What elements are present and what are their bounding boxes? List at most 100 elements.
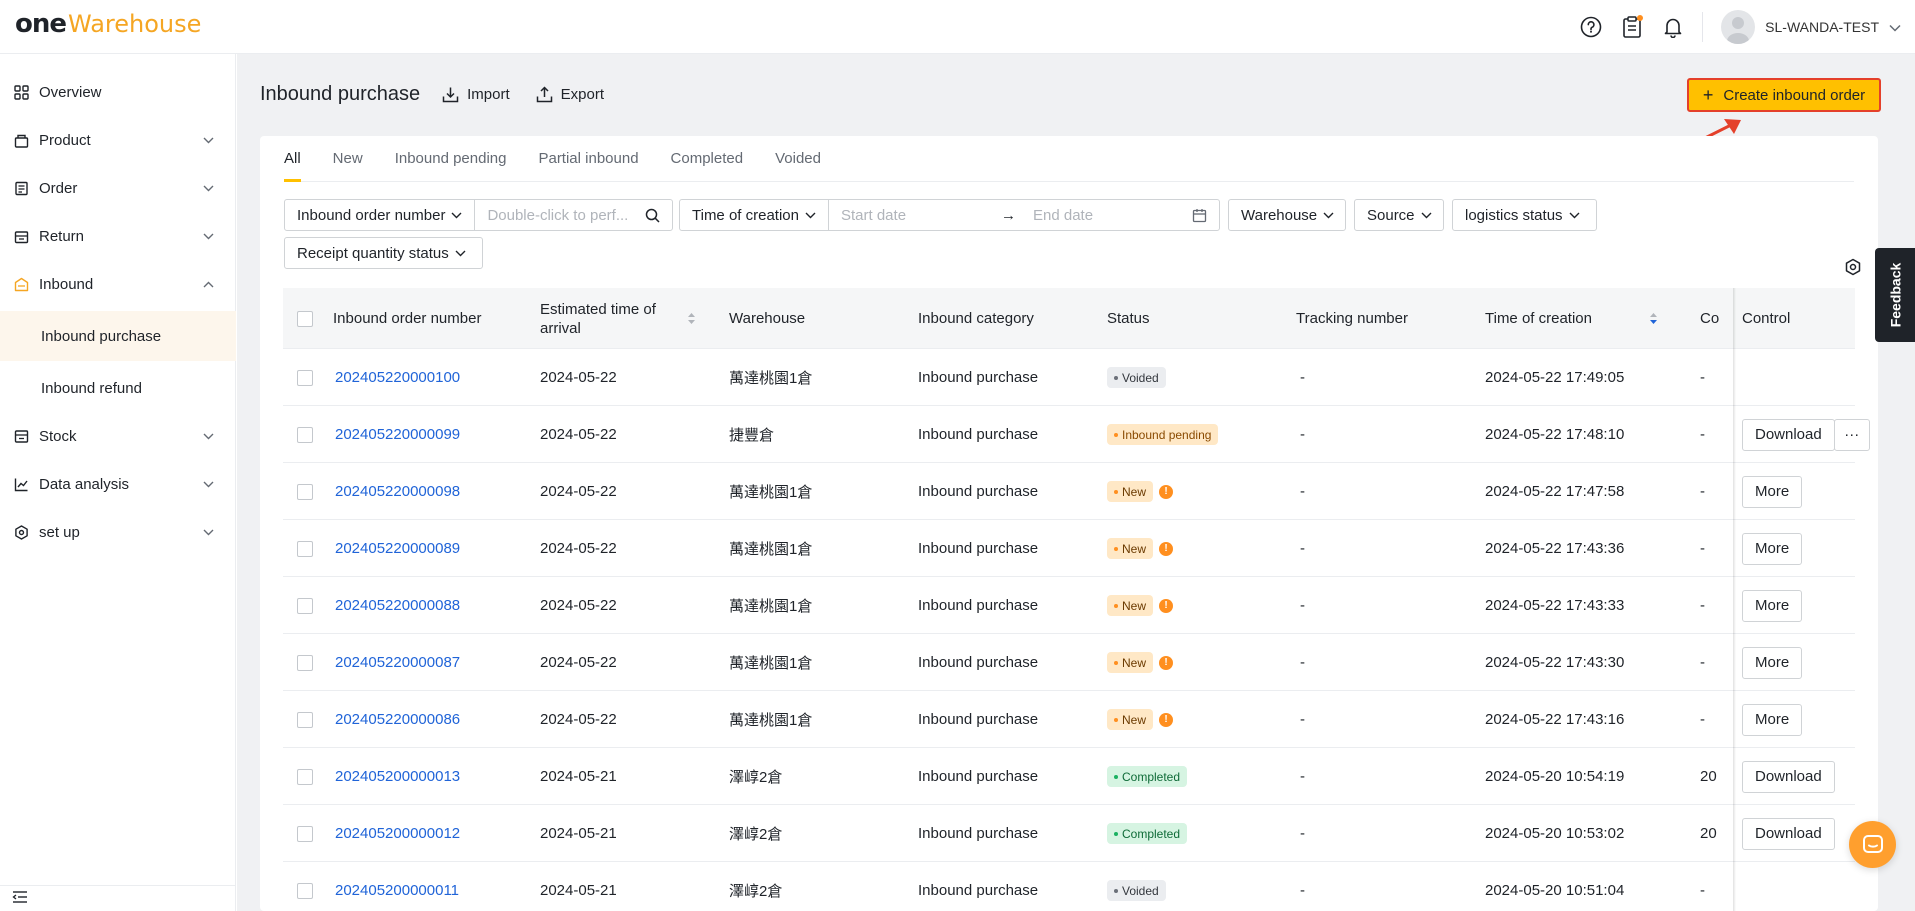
row-action-button[interactable]: More xyxy=(1742,532,1803,565)
sidebar-item-stock[interactable]: Stock xyxy=(0,414,236,458)
tab-inbound-pending[interactable]: Inbound pending xyxy=(394,150,507,167)
status-label: Completed xyxy=(1122,826,1181,841)
inbound-category-cell: Inbound purchase xyxy=(918,369,1039,386)
order-number-link[interactable]: 202405220000086 xyxy=(335,711,461,728)
order-number-link[interactable]: 202405220000100 xyxy=(335,369,461,386)
import-icon xyxy=(442,87,459,102)
status-badge: Completed xyxy=(1107,766,1188,787)
logistics-status-filter[interactable]: logistics status xyxy=(1452,199,1597,231)
help-circle-icon[interactable] xyxy=(1579,15,1603,39)
create-inbound-order-button[interactable]: + Create inbound order xyxy=(1687,78,1881,112)
order-number-search-input[interactable]: Double-click to perf... xyxy=(475,200,672,230)
sort-desc-icon[interactable] xyxy=(1649,288,1658,349)
inbound-category-cell: Inbound purchase xyxy=(918,825,1039,842)
table-row: 202405220000100 2024-05-22 萬達桃園1倉 Inbound p… xyxy=(283,349,1855,406)
tab-new[interactable]: New xyxy=(332,150,363,167)
eta-cell: 2024-05-22 xyxy=(540,711,617,728)
sidebar-item-product[interactable]: Product xyxy=(0,118,236,162)
warning-icon[interactable]: ! xyxy=(1159,712,1174,727)
column-header-truncated: Co xyxy=(1700,310,1720,327)
warehouse-cell: 萬達桃園1倉 xyxy=(729,655,813,672)
status-label: New xyxy=(1122,541,1147,556)
tracking-number-cell: - xyxy=(1300,369,1305,386)
sidebar-subitem-inbound-refund[interactable]: Inbound refund xyxy=(41,379,142,397)
row-checkbox[interactable] xyxy=(297,882,313,899)
status-label: Completed xyxy=(1122,769,1181,784)
start-date-placeholder: Start date xyxy=(841,206,907,224)
order-number-field-select[interactable]: Inbound order number xyxy=(285,200,474,230)
tab-voided[interactable]: Voided xyxy=(775,150,821,167)
tab-partial-inbound[interactable]: Partial inbound xyxy=(538,150,639,167)
row-action-button[interactable]: Download xyxy=(1742,760,1835,793)
receipt-quantity-status-filter[interactable]: Receipt quantity status xyxy=(284,237,483,269)
row-checkbox[interactable] xyxy=(297,483,313,500)
select-all-checkbox[interactable] xyxy=(297,310,313,327)
order-number-link[interactable]: 202405220000098 xyxy=(335,483,461,500)
row-action-button[interactable]: Download xyxy=(1742,817,1835,850)
column-settings-icon[interactable] xyxy=(1844,258,1862,280)
warehouse-filter[interactable]: Warehouse xyxy=(1228,199,1346,231)
row-action-button[interactable]: More xyxy=(1742,475,1803,508)
user-menu[interactable]: SL-WANDA-TEST xyxy=(1709,0,1915,54)
logo-one: one xyxy=(15,9,67,39)
row-checkbox[interactable] xyxy=(297,369,313,386)
filter-divider xyxy=(828,200,829,230)
plus-icon: + xyxy=(1702,85,1714,105)
column-header-warehouse: Warehouse xyxy=(729,310,806,327)
sort-icon[interactable] xyxy=(687,288,696,349)
export-button[interactable]: Export xyxy=(536,86,604,103)
order-number-link[interactable]: 202405220000088 xyxy=(335,597,461,614)
chevron-down-icon xyxy=(202,233,214,240)
order-number-link[interactable]: 202405200000012 xyxy=(335,825,461,842)
end-date-input[interactable]: End date xyxy=(1021,200,1219,230)
import-button[interactable]: Import xyxy=(442,86,510,103)
warning-icon[interactable]: ! xyxy=(1159,598,1174,613)
feedback-tab[interactable]: Feedback xyxy=(1875,248,1915,342)
source-filter[interactable]: Source xyxy=(1354,199,1444,231)
chat-support-button[interactable] xyxy=(1849,821,1896,868)
order-number-link[interactable]: 202405220000087 xyxy=(335,654,461,671)
row-checkbox[interactable] xyxy=(297,597,313,614)
tracking-number-cell: - xyxy=(1300,483,1305,500)
sidebar-item-overview[interactable]: Overview xyxy=(0,70,236,114)
row-checkbox[interactable] xyxy=(297,825,313,842)
status-tabs: All New Inbound pending Partial inbound … xyxy=(284,136,1854,182)
sidebar-item-set-up[interactable]: set up xyxy=(0,510,236,554)
row-checkbox[interactable] xyxy=(297,426,313,443)
clipboard-icon[interactable] xyxy=(1620,15,1644,39)
sidebar-item-return[interactable]: Return xyxy=(0,214,236,258)
table-row: 202405220000089 2024-05-22 萬達桃園1倉 Inbound p… xyxy=(283,520,1855,577)
row-checkbox[interactable] xyxy=(297,711,313,728)
tab-completed[interactable]: Completed xyxy=(670,150,744,167)
warning-icon[interactable]: ! xyxy=(1159,484,1174,499)
row-action-button[interactable]: More xyxy=(1742,703,1803,736)
collapse-sidebar-button[interactable] xyxy=(0,885,236,911)
bell-icon[interactable] xyxy=(1661,15,1685,39)
order-number-placeholder: Double-click to perf... xyxy=(487,206,629,224)
order-number-link[interactable]: 202405220000099 xyxy=(335,426,461,443)
truncated-cell: - xyxy=(1700,540,1705,557)
sidebar-item-order[interactable]: Order xyxy=(0,166,236,210)
order-number-link[interactable]: 202405200000013 xyxy=(335,768,461,785)
tab-all[interactable]: All xyxy=(284,136,301,182)
order-number-link[interactable]: 202405200000011 xyxy=(335,882,460,899)
sidebar-item-data-analysis[interactable]: Data analysis xyxy=(0,462,236,506)
row-action-button[interactable]: More xyxy=(1742,646,1803,679)
start-date-input[interactable]: Start date xyxy=(829,200,1001,230)
row-action-button[interactable]: More xyxy=(1742,589,1803,622)
truncated-cell: - xyxy=(1700,369,1705,386)
warning-icon[interactable]: ! xyxy=(1159,655,1174,670)
column-header-eta[interactable]: Estimated time of arrival xyxy=(540,288,680,349)
time-field-select[interactable]: Time of creation xyxy=(680,200,828,230)
warning-icon[interactable]: ! xyxy=(1159,541,1174,556)
row-action-button[interactable]: Download xyxy=(1742,418,1835,451)
order-number-link[interactable]: 202405220000089 xyxy=(335,540,461,557)
sidebar-subitem-inbound-purchase[interactable]: Inbound purchase xyxy=(0,311,236,361)
more-options-button[interactable]: ··· xyxy=(1833,418,1870,451)
row-checkbox[interactable] xyxy=(297,540,313,557)
sidebar-item-inbound[interactable]: Inbound xyxy=(0,262,236,306)
row-checkbox[interactable] xyxy=(297,654,313,671)
app-logo[interactable]: one Warehouse xyxy=(15,9,201,39)
row-checkbox[interactable] xyxy=(297,768,313,785)
eta-cell: 2024-05-22 xyxy=(540,369,617,386)
